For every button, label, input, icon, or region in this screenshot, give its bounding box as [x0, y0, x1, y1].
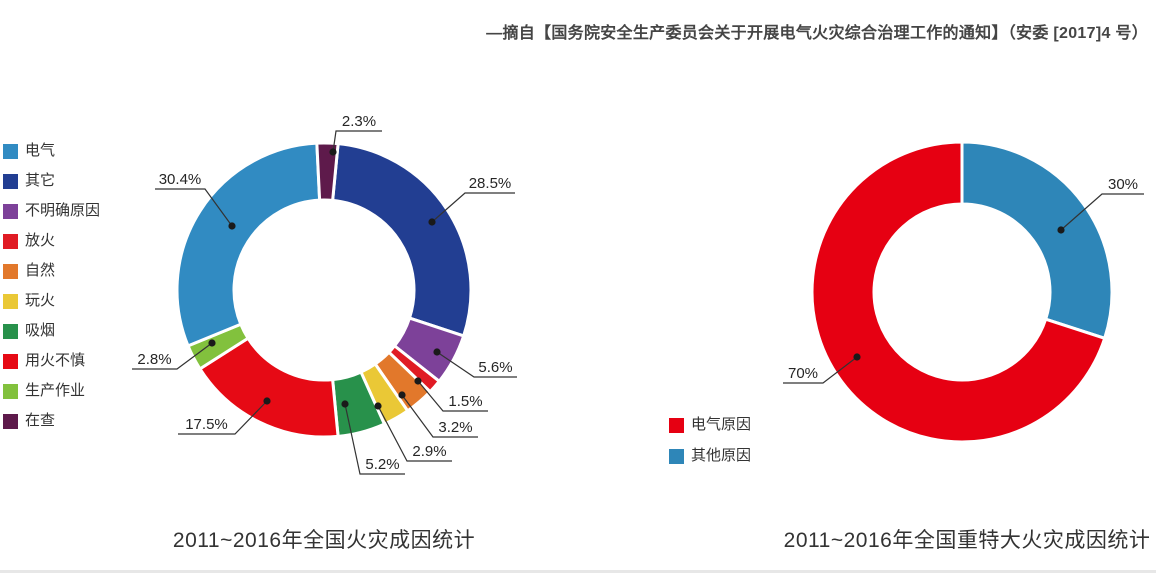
legend-swatch — [3, 263, 18, 279]
legend-item: 电气原因 — [669, 417, 751, 433]
legend-item: 其它 — [3, 173, 100, 189]
label-leader-line — [155, 188, 233, 227]
percent-label: 30% — [1108, 176, 1138, 193]
left-chart-legend: 电气其它不明确原因放火自然玩火吸烟用火不慎生产作业在查 — [3, 143, 100, 443]
pie-slice-1-0 — [810, 140, 1107, 444]
label-leader-line — [431, 192, 515, 223]
right-chart-title: 2011~2016年全国重特大火灾成因统计 — [783, 529, 1151, 552]
percent-label: 2.9% — [412, 443, 446, 460]
label-leader-line — [332, 130, 382, 153]
legend-item: 生产作业 — [3, 383, 100, 399]
legend-swatch — [3, 413, 18, 429]
label-leader-line — [436, 351, 517, 378]
pie-slice-0-0 — [175, 141, 322, 348]
label-anchor-dot — [1057, 226, 1065, 234]
label-anchor-dot — [228, 222, 236, 230]
percent-label: 1.5% — [448, 393, 482, 410]
label-leader-line — [417, 380, 488, 412]
left-chart-title: 2011~2016年全国火灾成因统计 — [172, 529, 476, 552]
percent-label: 2.3% — [342, 113, 376, 130]
label-anchor-dot — [208, 339, 216, 347]
legend-swatch — [3, 383, 18, 399]
label-leader-line — [783, 356, 858, 384]
percent-label: 70% — [788, 365, 818, 382]
label-anchor-dot — [329, 148, 337, 156]
label-anchor-dot — [433, 348, 441, 356]
percent-label: 17.5% — [185, 416, 228, 433]
pie-slice-0-1 — [331, 142, 473, 338]
legend-item: 吸烟 — [3, 323, 100, 339]
legend-label: 其它 — [25, 172, 56, 189]
legend-swatch — [3, 353, 18, 369]
legend-item: 玩火 — [3, 293, 100, 309]
percent-label: 28.5% — [469, 175, 512, 192]
label-anchor-dot — [414, 377, 422, 385]
legend-label: 吸烟 — [25, 322, 56, 339]
label-anchor-dot — [341, 400, 349, 408]
legend-swatch — [3, 233, 18, 249]
label-anchor-dot — [263, 397, 271, 405]
legend-label: 玩火 — [25, 292, 56, 309]
legend-swatch — [3, 323, 18, 339]
pie-slice-0-9 — [315, 141, 340, 202]
legend-label: 在查 — [25, 412, 56, 429]
legend-label: 自然 — [25, 262, 56, 279]
percent-label: 5.2% — [365, 456, 399, 473]
legend-swatch — [3, 143, 18, 159]
percent-label: 3.2% — [438, 419, 472, 436]
legend-swatch — [3, 293, 18, 309]
legend-label: 放火 — [25, 232, 56, 249]
legend-swatch — [669, 417, 684, 433]
legend-label: 电气 — [25, 142, 56, 159]
label-anchor-dot — [428, 218, 436, 226]
legend-swatch — [669, 448, 684, 464]
legend-item: 不明确原因 — [3, 203, 100, 219]
label-anchor-dot — [374, 402, 382, 410]
label-leader-line — [132, 342, 213, 370]
legend-item: 用火不慎 — [3, 353, 100, 369]
legend-item: 电气 — [3, 143, 100, 159]
right-chart-legend: 电气原因 其他原因 — [669, 417, 751, 479]
label-leader-line — [178, 400, 268, 435]
label-anchor-dot — [853, 353, 861, 361]
label-leader-line — [344, 403, 405, 475]
legend-item: 放火 — [3, 233, 100, 249]
legend-label: 生产作业 — [25, 382, 86, 399]
percent-label: 30.4% — [159, 171, 202, 188]
label-anchor-dot — [398, 391, 406, 399]
legend-swatch — [3, 203, 18, 219]
legend-label: 用火不慎 — [25, 352, 86, 369]
legend-label: 不明确原因 — [25, 202, 101, 219]
legend-label: 其他原因 — [691, 447, 752, 464]
pie-slice-1-1 — [960, 140, 1114, 340]
legend-item: 其他原因 — [669, 448, 751, 464]
legend-item: 自然 — [3, 263, 100, 279]
label-leader-line — [1060, 193, 1144, 231]
legend-swatch — [3, 173, 18, 189]
label-leader-line — [377, 405, 452, 462]
bottom-divider — [0, 570, 1156, 573]
source-caption: —摘自【国务院安全生产委员会关于开展电气火灾综合治理工作的通知】（安委 [201… — [486, 25, 1148, 42]
percent-label: 2.8% — [137, 351, 171, 368]
percent-label: 5.6% — [478, 359, 512, 376]
legend-label: 电气原因 — [691, 416, 752, 433]
label-leader-line — [401, 394, 478, 438]
legend-item: 在查 — [3, 413, 100, 429]
